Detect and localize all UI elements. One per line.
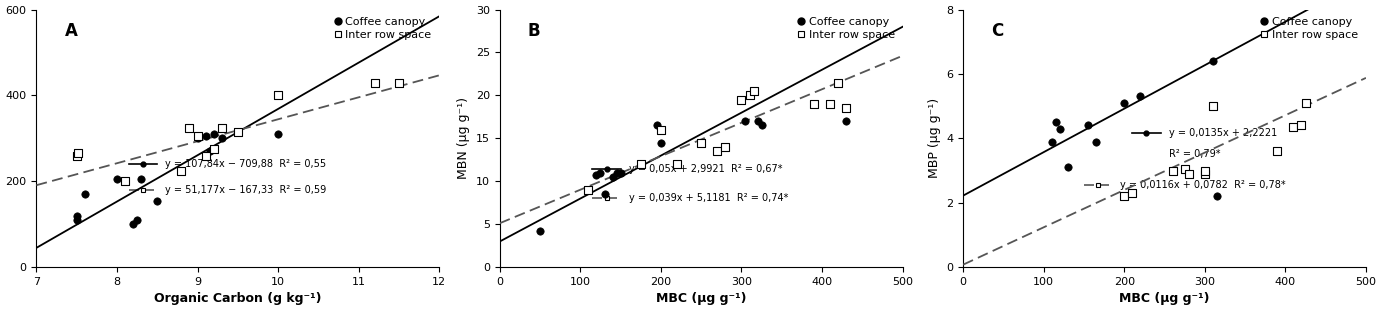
- Point: [65, 217, 87, 222]
- Point: [187, 134, 209, 139]
- Point: [199, 149, 221, 154]
- Point: [106, 177, 129, 182]
- Point: [267, 93, 289, 98]
- Point: [1194, 171, 1216, 176]
- Point: [65, 213, 87, 218]
- Point: [187, 136, 209, 141]
- Point: [1194, 168, 1216, 173]
- Point: [1077, 123, 1099, 128]
- Point: [1266, 149, 1288, 154]
- Point: [742, 89, 764, 94]
- Point: [126, 217, 148, 222]
- Text: A: A: [65, 22, 77, 40]
- Point: [690, 140, 712, 145]
- X-axis label: MBC (μg g⁻¹): MBC (μg g⁻¹): [656, 292, 746, 305]
- Point: [1282, 125, 1305, 130]
- Point: [1129, 94, 1151, 99]
- Point: [706, 149, 728, 154]
- Point: [529, 229, 551, 234]
- Point: [714, 145, 737, 150]
- Legend: Coffee canopy, Inter row space: Coffee canopy, Inter row space: [795, 15, 897, 42]
- Point: [227, 129, 249, 134]
- Point: [113, 179, 135, 184]
- Text: y = 0,0135x + 2,2221: y = 0,0135x + 2,2221: [1169, 128, 1277, 138]
- Text: y = 0,05x + 2,9921  R² = 0,67*: y = 0,05x + 2,9921 R² = 0,67*: [629, 164, 782, 174]
- Point: [578, 188, 600, 193]
- Point: [605, 170, 627, 175]
- Point: [1057, 165, 1079, 170]
- Point: [738, 93, 760, 98]
- Point: [820, 101, 842, 106]
- Point: [1121, 191, 1143, 196]
- Point: [203, 146, 225, 151]
- Point: [731, 97, 753, 102]
- Point: [65, 153, 87, 158]
- Point: [122, 222, 144, 227]
- Point: [1114, 194, 1136, 199]
- Point: [1202, 58, 1224, 63]
- Point: [826, 80, 849, 85]
- Y-axis label: MBN (μg g⁻¹): MBN (μg g⁻¹): [457, 97, 470, 179]
- Point: [593, 192, 615, 197]
- Point: [750, 123, 773, 128]
- Point: [170, 168, 192, 173]
- Point: [589, 170, 611, 175]
- Point: [1085, 139, 1107, 144]
- Point: [1295, 100, 1317, 105]
- Point: [113, 179, 135, 184]
- Point: [267, 132, 289, 137]
- Point: [195, 153, 217, 158]
- X-axis label: Organic Carbon (g kg⁻¹): Organic Carbon (g kg⁻¹): [153, 292, 322, 305]
- Point: [73, 192, 95, 197]
- X-axis label: MBC (μg g⁻¹): MBC (μg g⁻¹): [1119, 292, 1209, 305]
- Point: [630, 162, 652, 167]
- Y-axis label: MBP (μg g⁻¹): MBP (μg g⁻¹): [927, 98, 941, 179]
- Point: [1291, 123, 1313, 128]
- Point: [650, 127, 672, 132]
- Point: [1173, 166, 1195, 171]
- Point: [1041, 139, 1063, 144]
- Point: [1206, 194, 1229, 199]
- Point: [803, 101, 825, 106]
- Text: y = 0,039x + 5,1181  R² = 0,74*: y = 0,039x + 5,1181 R² = 0,74*: [629, 193, 788, 202]
- Point: [1161, 168, 1183, 173]
- Point: [210, 136, 232, 141]
- Point: [586, 173, 608, 178]
- Point: [835, 106, 857, 111]
- Point: [1045, 120, 1067, 125]
- Point: [734, 119, 756, 124]
- Text: y = 107,84x − 709,88  R² = 0,55: y = 107,84x − 709,88 R² = 0,55: [166, 159, 326, 169]
- Point: [130, 177, 152, 182]
- Text: y = 0,0116x + 0,0782  R² = 0,78*: y = 0,0116x + 0,0782 R² = 0,78*: [1121, 180, 1285, 190]
- Point: [601, 174, 623, 179]
- Point: [146, 198, 169, 203]
- Point: [1114, 100, 1136, 105]
- Point: [746, 119, 768, 124]
- Point: [1202, 104, 1224, 109]
- Text: R² = 0,79*: R² = 0,79*: [1169, 149, 1220, 159]
- Point: [666, 162, 688, 167]
- Point: [835, 119, 857, 124]
- Point: [609, 170, 632, 175]
- Point: [68, 151, 90, 156]
- Legend: Coffee canopy, Inter row space: Coffee canopy, Inter row space: [1258, 15, 1360, 42]
- Text: B: B: [528, 22, 540, 40]
- Point: [650, 140, 672, 145]
- Point: [210, 125, 232, 130]
- Text: C: C: [991, 22, 1003, 40]
- Point: [645, 123, 668, 128]
- Point: [578, 188, 600, 193]
- Point: [388, 80, 410, 85]
- Point: [1177, 171, 1200, 176]
- Point: [203, 132, 225, 137]
- Point: [178, 125, 200, 130]
- Point: [363, 80, 386, 85]
- Point: [1049, 126, 1071, 131]
- Text: y = 51,177x − 167,33  R² = 0,59: y = 51,177x − 167,33 R² = 0,59: [166, 185, 326, 195]
- Point: [195, 134, 217, 139]
- Legend: Coffee canopy, Inter row space: Coffee canopy, Inter row space: [330, 15, 434, 42]
